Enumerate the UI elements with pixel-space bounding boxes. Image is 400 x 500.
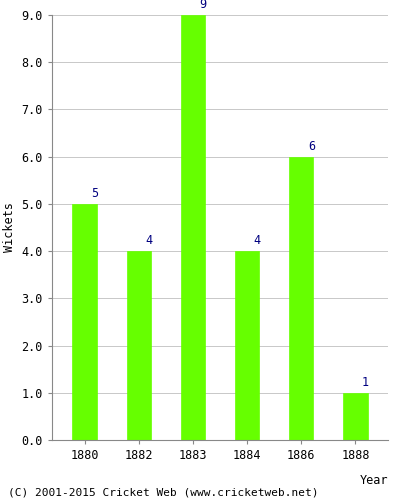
Bar: [72, 204, 97, 440]
Bar: [235, 251, 259, 440]
Text: (C) 2001-2015 Cricket Web (www.cricketweb.net): (C) 2001-2015 Cricket Web (www.cricketwe…: [8, 488, 318, 498]
Text: 4: 4: [254, 234, 261, 248]
Text: 6: 6: [308, 140, 315, 153]
Text: 9: 9: [200, 0, 206, 11]
Bar: [181, 15, 205, 440]
Bar: [126, 251, 151, 440]
Text: 5: 5: [91, 187, 98, 200]
Y-axis label: Wickets: Wickets: [3, 202, 16, 252]
Text: 4: 4: [145, 234, 152, 248]
Bar: [343, 393, 368, 440]
Text: Year: Year: [360, 474, 388, 487]
Bar: [289, 156, 314, 440]
Text: 1: 1: [362, 376, 369, 389]
